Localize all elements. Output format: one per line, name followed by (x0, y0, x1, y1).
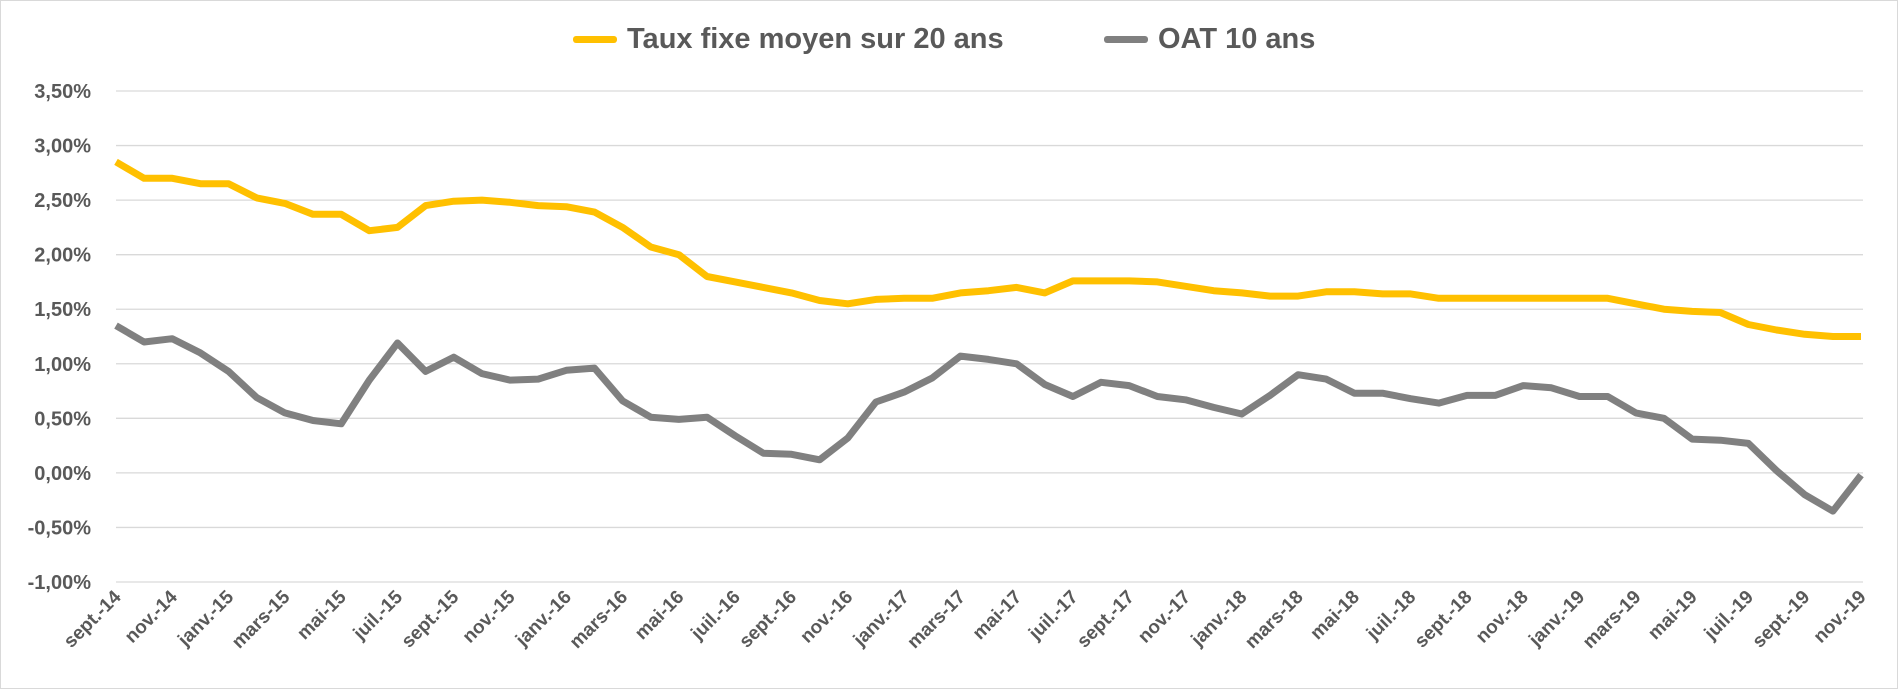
x-tick-label: mai-18 (1307, 587, 1364, 644)
legend-swatch-oat (1104, 35, 1148, 43)
series-line-oat-10-ans (114, 322, 1864, 515)
y-tick-label: 0,00% (34, 463, 91, 485)
x-tick-label: nov.-15 (459, 586, 520, 647)
x-tick-label: mars-17 (903, 587, 969, 653)
x-tick-label: sept.-16 (735, 587, 801, 653)
y-tick-label: 3,50% (34, 81, 91, 103)
x-tick-label: janv.-15 (174, 586, 239, 651)
legend-item-oat: OAT 10 ans (1104, 19, 1315, 59)
x-tick-label: janv.-18 (1187, 587, 1252, 652)
x-tick-label: mai-17 (969, 587, 1026, 644)
x-tick-label: sept.-15 (398, 586, 464, 652)
x-tick-label: nov.-16 (796, 587, 857, 648)
x-tick-label: sept.-17 (1073, 587, 1139, 653)
x-tick-label: mars-15 (228, 586, 295, 653)
x-tick-label: mars-16 (566, 587, 632, 653)
series-line-taux-fixe-20-ans (114, 158, 1861, 340)
x-tick-label: janv.-16 (511, 587, 576, 652)
x-tick-label: janv.-17 (849, 587, 914, 652)
x-tick-label: nov.-17 (1134, 587, 1195, 648)
x-tick-label: mai-16 (631, 587, 688, 644)
x-tick-label: mai-19 (1644, 587, 1701, 644)
y-tick-label: 2,00% (34, 245, 91, 267)
x-tick-label: nov.-19 (1810, 587, 1871, 648)
legend-swatch-taux-fixe (573, 35, 617, 43)
x-tick-label: mars-19 (1579, 587, 1645, 653)
legend: Taux fixe moyen sur 20 ans OAT 10 ans (1, 19, 1897, 59)
legend-label-taux-fixe: Taux fixe moyen sur 20 ans (627, 22, 1004, 55)
y-tick-label: -1,00% (28, 572, 92, 594)
x-tick-label: sept.-19 (1749, 587, 1815, 653)
y-tick-label: 1,50% (34, 299, 91, 321)
y-tick-label: 2,50% (34, 190, 91, 212)
y-tick-label: 0,50% (34, 408, 91, 430)
x-tick-label: nov.-18 (1472, 587, 1533, 648)
x-tick-label: mai-15 (293, 586, 351, 644)
x-tick-label: sept.-18 (1411, 587, 1477, 653)
legend-item-taux-fixe: Taux fixe moyen sur 20 ans (573, 19, 1004, 59)
x-tick-label: sept.-14 (60, 586, 126, 652)
y-tick-label: 3,00% (34, 136, 91, 158)
x-tick-label: nov.-14 (121, 586, 182, 647)
legend-label-oat: OAT 10 ans (1158, 22, 1316, 55)
y-tick-label: -0,50% (28, 517, 92, 539)
x-tick-label: janv.-19 (1524, 587, 1589, 652)
y-tick-label: 1,00% (34, 354, 91, 376)
x-tick-label: mars-18 (1241, 587, 1307, 653)
